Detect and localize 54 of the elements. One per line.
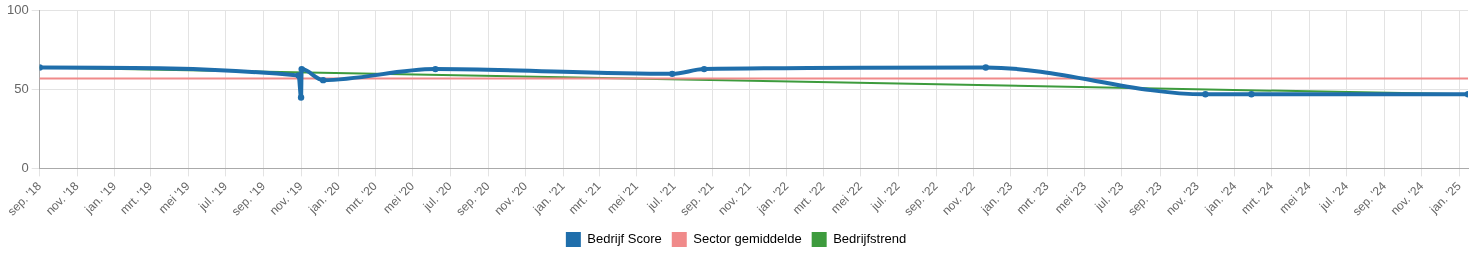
x-tick-label: mei '21 <box>604 178 642 217</box>
x-tick-label: mrt. '21 <box>565 178 604 217</box>
x-tick-label: mei '22 <box>828 178 866 217</box>
point <box>982 64 989 71</box>
x-tick-label: sep. '23 <box>1125 178 1165 219</box>
x-tick-label: nov. '20 <box>491 178 531 218</box>
x-tick-label: sep. '21 <box>677 178 717 219</box>
x-tick-label: mrt. '24 <box>1238 178 1277 217</box>
legend-label: Sector gemiddelde <box>693 231 802 247</box>
x-tick-label: mei '23 <box>1052 178 1090 217</box>
x-tick-label: mei '19 <box>155 178 193 217</box>
x-tick-label: mrt. '20 <box>341 178 380 217</box>
x-tick-label: jan. '21 <box>529 178 568 217</box>
x-tick-label: nov. '24 <box>1387 178 1427 218</box>
x-tick-label: jan. '22 <box>753 178 792 217</box>
x-tick-label: sep. '20 <box>453 178 493 219</box>
x-tick-label: nov. '22 <box>939 178 979 218</box>
legend-label: Bedrijf Score <box>587 231 662 247</box>
x-tick-label: jul. '22 <box>867 178 903 214</box>
x-tick-label: sep. '19 <box>228 178 269 219</box>
x-tick-label: nov. '19 <box>266 178 306 218</box>
y-tick-label: 50 <box>14 81 29 97</box>
x-tick-label: nov. '21 <box>715 178 755 218</box>
x-tick-label: jul. '23 <box>1091 178 1127 214</box>
x-tick-label: mei '24 <box>1276 178 1314 217</box>
point <box>319 76 327 84</box>
x-tick-label: jul. '19 <box>195 178 231 214</box>
x-tick-label: sep. '22 <box>901 178 941 219</box>
legend-label: Bedrijfstrend <box>833 231 907 247</box>
x-tick-label: jul. '21 <box>643 178 679 214</box>
point <box>1202 91 1209 98</box>
point <box>669 70 676 78</box>
x-tick-label: mrt. '19 <box>117 178 156 217</box>
x-tick-label: jan. '19 <box>81 178 120 217</box>
x-tick-label: jul. '24 <box>1316 178 1352 214</box>
x-tick-label: mrt. '23 <box>1013 178 1052 217</box>
point <box>432 65 439 73</box>
x-tick-label: mrt. '22 <box>789 178 828 217</box>
x-tick-label: mei '20 <box>380 178 418 217</box>
x-tick-label: nov. '18 <box>42 178 82 218</box>
x-tick-label: jan. '24 <box>1201 178 1240 217</box>
x-tick-label: jan. '25 <box>1426 178 1465 217</box>
x-tick-label: jul. '20 <box>419 178 455 214</box>
point <box>298 65 305 73</box>
point <box>700 65 708 73</box>
x-tick-label: nov. '23 <box>1163 178 1203 218</box>
x-tick-label: sep. '18 <box>4 178 45 219</box>
point <box>1248 91 1255 98</box>
point <box>297 94 305 101</box>
x-tick-label: sep. '24 <box>1349 178 1390 219</box>
y-tick-label: 100 <box>6 2 29 18</box>
x-tick-label: jan. '20 <box>305 178 344 217</box>
x-tick-label: jan. '23 <box>977 178 1016 217</box>
y-tick-label: 0 <box>21 159 29 175</box>
